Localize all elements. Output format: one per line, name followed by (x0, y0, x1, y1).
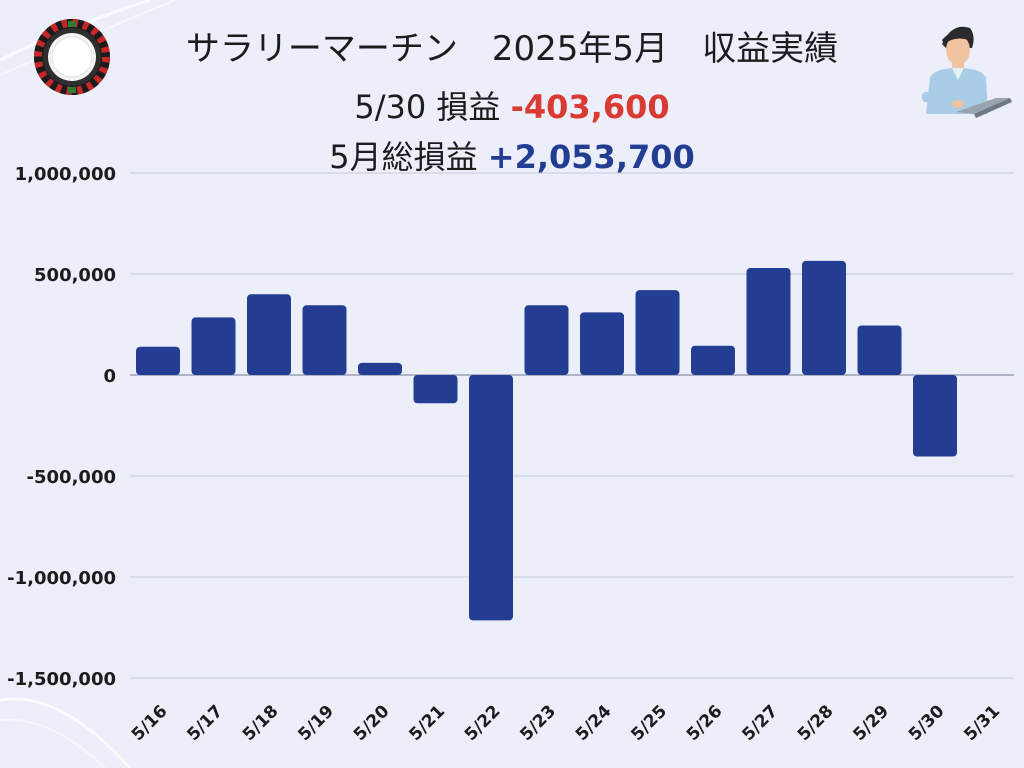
x-tick-label: 5/18 (239, 701, 283, 745)
bar-5/21 (413, 375, 458, 404)
bars (136, 260, 957, 621)
bar-5/29 (857, 325, 902, 375)
x-tick-label: 5/22 (461, 701, 505, 745)
x-tick-label: 5/28 (794, 701, 838, 745)
bar-5/20 (358, 362, 402, 375)
y-axis-labels: 1,000,000 500,000 0 -500,000 -1,000,000 -1,50… (7, 164, 116, 690)
bar-5/23 (524, 305, 569, 375)
x-tick-label: 5/19 (294, 701, 338, 745)
monthly-total-label: 5月総損益 (329, 138, 478, 176)
bar-5/22 (469, 375, 513, 621)
x-axis-labels: 5/16 5/17 5/18 5/19 5/20 5/21 5/22 5/23 5/24 5/25… (128, 701, 1004, 745)
bar-5/28 (802, 260, 846, 375)
x-tick-label: 5/16 (128, 701, 172, 745)
bar-5/16 (136, 346, 180, 375)
monthly-total: 5月総損益 +2,053,700 (0, 137, 1024, 177)
y-tick-label: -500,000 (27, 467, 116, 488)
bar-5/25 (635, 290, 680, 375)
y-tick-label: 0 (103, 366, 116, 387)
bar-5/27 (746, 267, 791, 375)
daily-result-value: -403,600 (510, 88, 670, 126)
daily-result: 5/30 損益 -403,600 (0, 87, 1024, 127)
x-tick-label: 5/31 (960, 701, 1004, 745)
y-tick-label: -1,000,000 (7, 568, 116, 589)
x-tick-label: 5/21 (405, 701, 449, 745)
x-tick-label: 5/24 (572, 701, 616, 745)
x-tick-label: 5/25 (627, 701, 671, 745)
roulette-wheel-icon (34, 19, 110, 95)
x-tick-label: 5/27 (738, 701, 782, 745)
monthly-total-value: +2,053,700 (487, 138, 695, 176)
x-tick-label: 5/26 (683, 701, 727, 745)
x-tick-label: 5/17 (183, 701, 227, 745)
x-tick-label: 5/20 (350, 701, 394, 745)
businessman-laptop-icon (922, 26, 1012, 118)
daily-result-label: 5/30 損益 (354, 88, 501, 126)
bar-5/19 (302, 305, 347, 375)
grid-lines (130, 172, 1014, 679)
x-tick-label: 5/23 (516, 701, 560, 745)
bar-5/17 (191, 317, 236, 375)
bar-5/24 (580, 312, 624, 375)
y-tick-label: -1,500,000 (7, 669, 116, 690)
chart-title: サラリーマーチン 2025年5月 収益実績 (185, 29, 839, 69)
x-tick-label: 5/30 (905, 701, 949, 745)
x-tick-label: 5/29 (849, 701, 893, 745)
y-tick-label: 1,000,000 (15, 164, 116, 185)
bar-5/30 (913, 375, 957, 457)
chart-header: サラリーマーチン 2025年5月 収益実績 5/30 損益 -403,600 5… (0, 28, 1024, 187)
bar-5/26 (691, 345, 735, 375)
y-tick-label: 500,000 (34, 265, 116, 286)
bar-5/18 (247, 294, 291, 375)
